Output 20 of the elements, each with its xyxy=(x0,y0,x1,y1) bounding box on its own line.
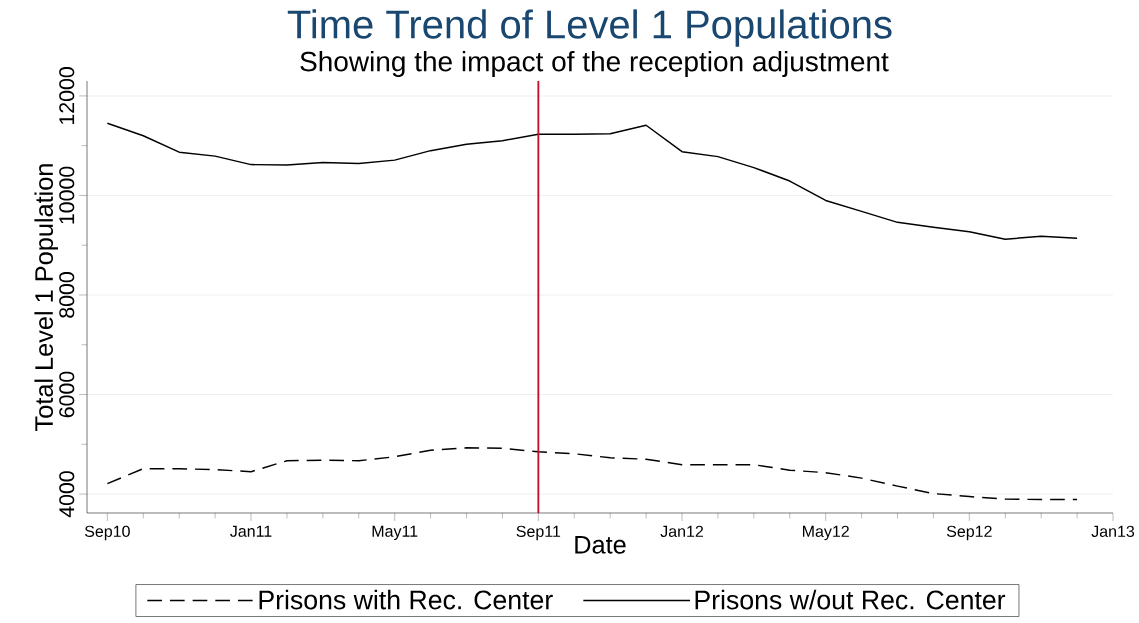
x-tick-label: May12 xyxy=(802,525,849,541)
y-tick-label: 10000 xyxy=(59,166,75,224)
y-tick-label: 6000 xyxy=(59,371,75,418)
x-tick-label: May11 xyxy=(372,525,418,541)
x-tick-label: Sep12 xyxy=(946,525,992,541)
x-axis-title: Date xyxy=(575,536,626,554)
y-axis-title: Total Level 1 Population xyxy=(34,164,59,431)
x-tick-label: Jan12 xyxy=(660,525,703,538)
y-tick-label: 12000 xyxy=(59,67,75,124)
legend-label: Prisons with Rec. Center xyxy=(259,589,553,610)
chart-subtitle: Showing the impact of the reception adjustment xyxy=(300,50,889,78)
chart-title: Time Trend of Level 1 Populations xyxy=(287,9,892,47)
y-tick-label: 4000 xyxy=(59,471,75,518)
x-tick-label: Sep11 xyxy=(516,525,561,541)
y-tick-label: 8000 xyxy=(59,272,75,318)
x-tick-label: Sep10 xyxy=(84,525,130,541)
x-tick-label: Jan11 xyxy=(230,525,272,537)
legend-label: Prisons w/out Rec. Center xyxy=(695,589,1006,610)
line-series xyxy=(106,122,1078,240)
x-tick-label: Jan13 xyxy=(1091,525,1135,538)
